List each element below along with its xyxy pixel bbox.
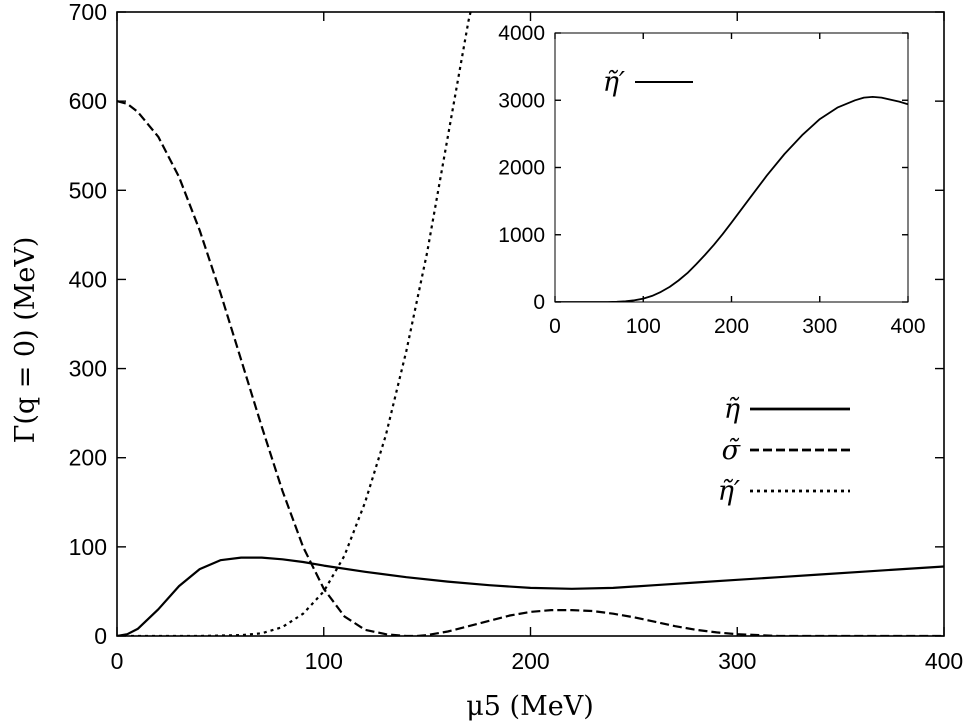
inset-legend-label: η̃′ — [603, 67, 625, 98]
inset-plot-frame — [554, 32, 909, 303]
main-y-tick-label: 100 — [69, 534, 107, 560]
inset-y-ticks: 0 1000 2000 3000 4000 — [498, 22, 908, 314]
main-series-line-dotted — [117, 12, 472, 636]
main-series-line-solid — [117, 556, 944, 636]
main-legend-label: η̃ — [724, 394, 740, 425]
main-x-tick-label: 0 — [111, 648, 124, 674]
main-legend-label: η̃′ — [718, 476, 740, 507]
main-y-tick-label: 200 — [69, 445, 107, 471]
inset-x-tick-label: 300 — [802, 315, 837, 338]
inset-x-tick-label: 100 — [626, 315, 661, 338]
inset-y-tick-label: 4000 — [498, 22, 545, 45]
main-y-tick-label: 400 — [69, 266, 107, 292]
inset-x-tick-label: 0 — [549, 315, 561, 338]
inset-series-line-solid — [555, 96, 908, 302]
main-legend-label: σ̃ — [722, 435, 742, 466]
inset-y-tick-label: 1000 — [498, 224, 545, 247]
y-axis-title: Γ(q = 0) (MeV) — [10, 237, 41, 444]
main-x-tick-label: 300 — [718, 648, 756, 674]
main-x-ticks: 0 100 200 300 400 — [111, 12, 963, 674]
inset-plot: 0 100 200 300 400 0 1000 2000 3000 4000 η̃′ — [498, 22, 925, 338]
main-y-tick-label: 0 — [94, 623, 107, 649]
main-y-tick-label: 700 — [69, 0, 107, 25]
inset-legend: η̃′ — [603, 67, 693, 98]
inset-lines — [555, 96, 908, 302]
main-y-tick-label: 500 — [69, 177, 107, 203]
main-y-ticks: 0 100 200 300 400 500 600 700 — [69, 0, 944, 649]
main-x-tick-label: 400 — [925, 648, 963, 674]
inset-y-tick-label: 2000 — [498, 157, 545, 180]
main-x-tick-label: 100 — [305, 648, 343, 674]
inset-y-tick-label: 0 — [533, 291, 545, 314]
main-plot: 0 100 200 300 400 0 100 200 300 400 500 600 700 μ5 … — [10, 0, 963, 722]
main-y-tick-label: 600 — [69, 88, 107, 114]
x-axis-title: μ5 (MeV) — [466, 691, 594, 722]
inset-y-tick-label: 3000 — [498, 89, 545, 112]
inset-x-tick-label: 400 — [890, 315, 925, 338]
main-y-tick-label: 300 — [69, 356, 107, 382]
inset-x-tick-label: 200 — [714, 315, 749, 338]
main-legend: η̃ σ̃ η̃′ — [718, 394, 850, 507]
main-lines — [117, 12, 944, 636]
inset-x-ticks: 0 100 200 300 400 — [549, 33, 926, 338]
main-series-line-dashed — [117, 100, 944, 636]
main-x-tick-label: 200 — [511, 648, 549, 674]
